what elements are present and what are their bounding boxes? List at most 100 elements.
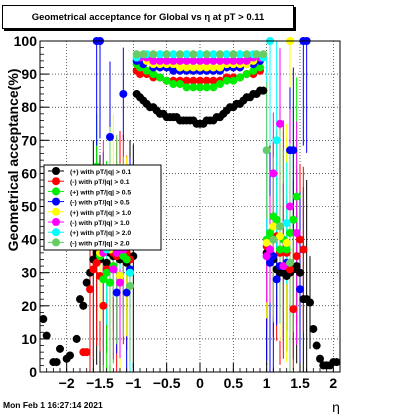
y-axis-label: Geometrical acceptance(%) bbox=[5, 69, 21, 252]
data-point bbox=[189, 50, 198, 59]
y-tick-label: 10 bbox=[21, 331, 37, 347]
data-point bbox=[86, 285, 94, 294]
data-point bbox=[176, 63, 184, 72]
data-point bbox=[196, 76, 204, 85]
data-point bbox=[169, 80, 178, 89]
data-point bbox=[162, 56, 171, 65]
data-point bbox=[169, 56, 178, 65]
data-point bbox=[262, 252, 271, 261]
data-point bbox=[229, 56, 238, 65]
data-point bbox=[189, 63, 198, 72]
y-tick-label: 0 bbox=[29, 364, 37, 380]
data-point bbox=[196, 50, 204, 59]
data-point bbox=[76, 295, 84, 304]
x-axis-ticks: −2 −1.5 −1 −0.5 0 0.5 1 1.5 2 bbox=[39, 363, 341, 391]
data-point bbox=[99, 275, 108, 284]
data-point bbox=[289, 146, 298, 155]
data-point bbox=[299, 245, 308, 254]
data-point bbox=[169, 66, 178, 75]
data-point bbox=[296, 235, 304, 244]
data-point bbox=[272, 215, 281, 224]
data-point bbox=[209, 83, 218, 92]
y-axis-ticks: 0 10 20 30 40 50 60 70 80 90 100 bbox=[14, 33, 49, 380]
data-point bbox=[52, 358, 61, 367]
data-point bbox=[189, 56, 198, 65]
x-tick-label: −2 bbox=[59, 375, 75, 391]
data-point bbox=[126, 268, 134, 277]
legend-entry: (+) with pT/|q| > 2.0 bbox=[70, 230, 131, 237]
data-point bbox=[82, 348, 91, 357]
data-point bbox=[202, 76, 211, 85]
y-tick-label: 20 bbox=[21, 298, 37, 314]
data-point bbox=[282, 238, 291, 247]
data-point bbox=[286, 265, 294, 274]
data-point bbox=[276, 119, 284, 128]
data-point bbox=[276, 245, 284, 254]
data-point bbox=[202, 63, 211, 72]
x-tick-label: 1 bbox=[263, 375, 271, 391]
data-point bbox=[309, 324, 318, 333]
data-point bbox=[279, 262, 288, 271]
data-point bbox=[202, 56, 211, 65]
data-point bbox=[182, 76, 191, 85]
data-point bbox=[102, 268, 111, 277]
data-point bbox=[292, 192, 301, 201]
data-point bbox=[122, 255, 131, 264]
data-point bbox=[286, 228, 294, 237]
data-point bbox=[216, 63, 224, 72]
data-point bbox=[136, 70, 144, 79]
legend: (+) with pT/|q| > 0.1 (-) with pT/|q| > 0… bbox=[43, 164, 162, 251]
data-point bbox=[162, 76, 171, 85]
data-point bbox=[296, 285, 304, 294]
legend-entry: (+) with pT/|q| > 0.5 bbox=[70, 189, 131, 196]
data-point bbox=[162, 50, 171, 59]
footer-timestamp: Mon Feb 1 16:27:14 2021 bbox=[3, 400, 103, 410]
data-point bbox=[292, 228, 301, 237]
data-point bbox=[269, 222, 278, 231]
data-point bbox=[169, 50, 178, 59]
y-tick-label: 50 bbox=[21, 199, 37, 215]
data-point bbox=[216, 80, 224, 89]
data-point bbox=[286, 258, 294, 267]
y-tick-label: 30 bbox=[21, 265, 37, 281]
data-point bbox=[116, 278, 124, 287]
data-point bbox=[202, 83, 211, 92]
data-point bbox=[269, 169, 278, 178]
data-point bbox=[149, 56, 158, 65]
data-point bbox=[189, 83, 198, 92]
data-point bbox=[229, 76, 238, 85]
data-point bbox=[222, 76, 231, 85]
data-point bbox=[42, 331, 51, 340]
data-point bbox=[332, 358, 341, 367]
y-tick-label: 90 bbox=[21, 66, 37, 82]
chart-title-box: Geometrical acceptance for Global vs η a… bbox=[2, 5, 294, 29]
legend-box bbox=[43, 164, 162, 251]
data-point bbox=[236, 56, 244, 65]
data-point bbox=[282, 219, 291, 228]
x-tick-label: −1 bbox=[125, 375, 141, 391]
data-point bbox=[242, 56, 251, 65]
data-point bbox=[116, 272, 124, 281]
data-point bbox=[289, 215, 298, 224]
data-point bbox=[216, 50, 224, 59]
data-point bbox=[216, 56, 224, 65]
data-point bbox=[259, 86, 268, 95]
legend-entry: (+) with pT/|q| > 1.0 bbox=[70, 210, 131, 217]
data-point bbox=[269, 252, 278, 261]
data-point bbox=[262, 146, 271, 155]
data-point bbox=[119, 89, 128, 98]
legend-entry: (-) with pT/|q| > 0.1 bbox=[70, 179, 130, 186]
x-tick-label: −0.5 bbox=[153, 375, 181, 391]
data-point bbox=[126, 281, 134, 290]
data-point bbox=[276, 222, 284, 231]
data-point bbox=[109, 265, 118, 274]
data-point bbox=[236, 50, 244, 59]
y-tick-label: 80 bbox=[21, 99, 37, 115]
y-tick-label: 70 bbox=[21, 132, 37, 148]
data-point bbox=[79, 301, 88, 310]
x-tick-label: 0.5 bbox=[224, 375, 244, 391]
y-tick-label: 60 bbox=[21, 165, 37, 181]
legend-entry: (-) with pT/|q| > 0.5 bbox=[70, 200, 130, 207]
y-tick-label: 40 bbox=[21, 232, 37, 248]
x-axis-label: η bbox=[332, 399, 340, 414]
